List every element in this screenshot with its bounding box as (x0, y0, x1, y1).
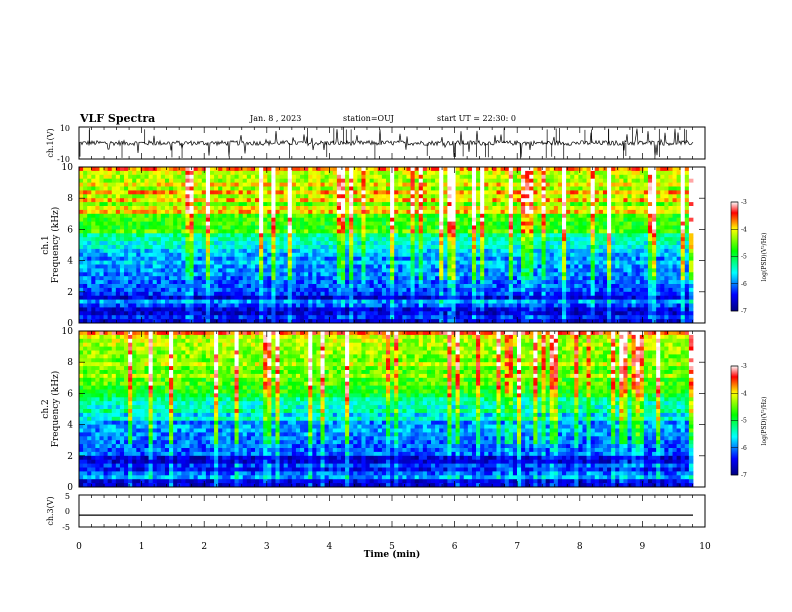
ch2-spectrogram-image (79, 331, 694, 488)
x-tick-label: 9 (640, 542, 646, 552)
colorbar-tick-label: -7 (741, 472, 747, 479)
y-tick-label: 10 (62, 327, 74, 337)
ch1-colorbar-label: log(PSD)(V²/Hz) (761, 233, 768, 282)
ch1-ytick-bottom: -10 (57, 155, 70, 164)
date-label: Jan. 8 , 2023 (250, 114, 302, 123)
y-tick-label: 0 (67, 483, 73, 493)
y-tick-label: 2 (67, 288, 73, 298)
ch3-ytick-mid: 0 (65, 507, 70, 516)
ch1-spectrogram-ylabel-line1: ch.1 (41, 235, 51, 254)
station-label: station=OUJ (343, 114, 394, 123)
ch1-spectrogram-image (79, 167, 694, 324)
start-time-label: start UT = 22:30: 0 (437, 114, 516, 123)
ch2-colorbar: -3 -4 -5 -6 -7 log(PSD)(V²/Hz) (730, 363, 768, 479)
time-axis-label: Time (min) (364, 549, 421, 560)
ch2-colorbar-label: log(PSD)(V²/Hz) (761, 397, 768, 446)
ch2-spectrogram-yticks: 0 2 4 6 8 10 (62, 327, 705, 493)
ch1-spectrogram-ylabel-line2: Frequency (kHz) (50, 207, 61, 284)
ch1-spectrogram-yticks: 0 2 4 6 8 10 (62, 163, 705, 329)
ch1-spectrogram-panel: 0 2 4 6 8 10 ch.1 Frequency (kHz) (41, 163, 706, 329)
ch3-ytick-top: 5 (65, 492, 70, 501)
x-tick-label: 6 (452, 542, 458, 552)
y-tick-label: 6 (67, 389, 73, 399)
y-tick-label: 4 (67, 257, 73, 267)
colorbar-tick-label: -6 (741, 445, 747, 452)
ch3-waveform-panel: 5 0 -5 ch.3(V) (46, 492, 706, 532)
colorbar-tick-label: -3 (741, 363, 747, 370)
y-tick-label: 6 (67, 225, 73, 235)
x-tick-label: 8 (577, 542, 583, 552)
ch1-waveform-ylabel: ch.1(V) (46, 128, 55, 157)
y-tick-label: 2 (67, 452, 73, 462)
y-tick-label: 0 (67, 319, 73, 329)
ch1-ytick-top: 10 (60, 124, 70, 133)
x-tick-label: 10 (699, 542, 711, 552)
ch2-spectrogram-ylabel-line2: Frequency (kHz) (50, 371, 61, 448)
colorbar-tick-label: -7 (741, 308, 747, 315)
ch2-spectrogram-panel: 0 2 4 6 8 10 ch.2 Frequency (kHz) (41, 327, 706, 493)
colorbar-tick-label: -6 (741, 281, 747, 288)
ch2-spectrogram-ylabel-line1: ch.2 (41, 399, 51, 418)
x-tick-label: 1 (139, 542, 145, 552)
x-tick-label: 0 (76, 542, 82, 552)
time-axis-ticks (78, 127, 706, 527)
ch1-waveform-trace (78, 127, 694, 159)
colorbar-tick-label: -3 (741, 199, 747, 206)
x-tick-label: 3 (264, 542, 270, 552)
colorbar-tick-label: -5 (741, 254, 747, 261)
y-tick-label: 8 (67, 194, 73, 204)
colorbar-tick-label: -4 (741, 226, 747, 233)
x-tick-label: 7 (514, 542, 520, 552)
time-axis-tick-labels: 0 1 2 3 4 5 6 7 8 9 10 (76, 542, 711, 552)
colorbar-tick-label: -4 (741, 390, 747, 397)
ch1-waveform-panel: 10 -10 ch.1(V) (46, 124, 706, 164)
colorbar-tick-label: -5 (741, 418, 747, 425)
y-tick-label: 10 (62, 163, 74, 173)
y-tick-label: 4 (67, 421, 73, 431)
ch1-colorbar: -3 -4 -5 -6 -7 log(PSD)(V²/Hz) (730, 199, 768, 315)
ch3-waveform-ylabel: ch.3(V) (46, 496, 55, 525)
x-tick-label: 4 (327, 542, 333, 552)
y-tick-label: 8 (67, 358, 73, 368)
x-tick-label: 2 (201, 542, 207, 552)
ch3-ytick-bottom: -5 (62, 523, 70, 532)
x-tick-label: 5 (389, 542, 395, 552)
figure-title: VLF Spectra (80, 112, 156, 125)
